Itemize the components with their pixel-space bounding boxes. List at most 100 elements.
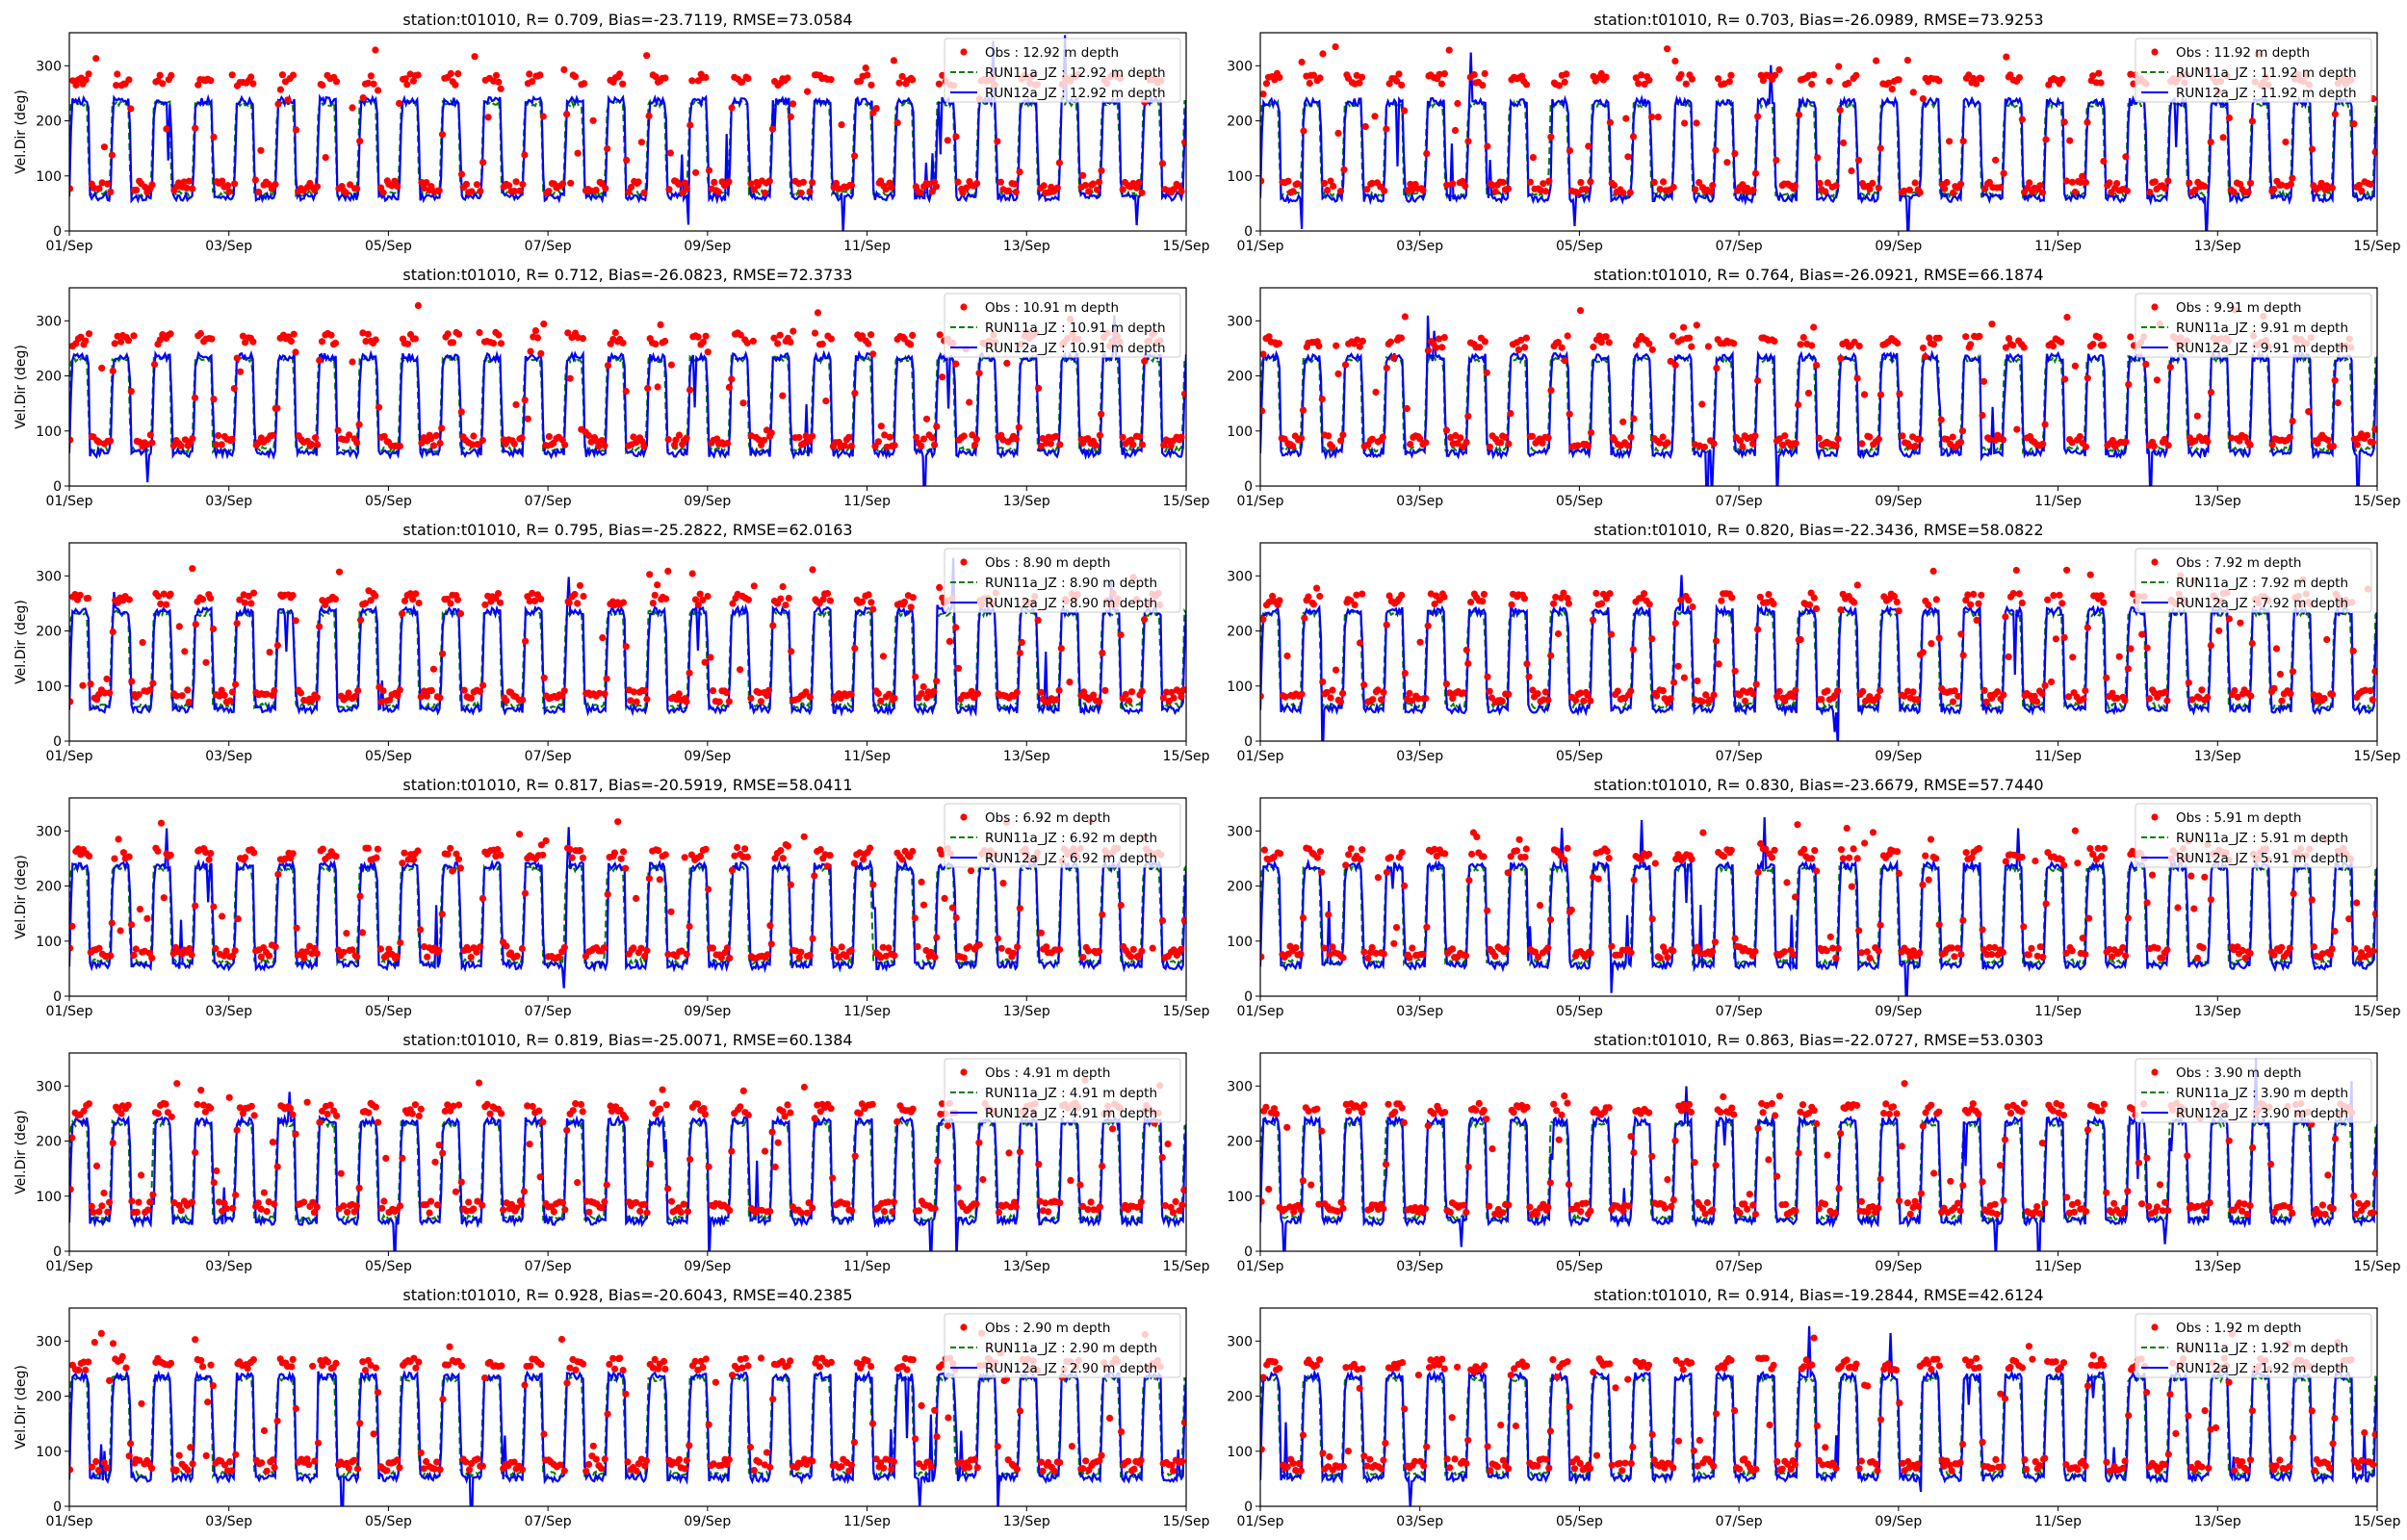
obs-point — [394, 183, 401, 191]
obs-point — [662, 1101, 670, 1109]
obs-point — [1454, 99, 1462, 108]
obs-point — [1619, 418, 1627, 425]
obs-point — [1982, 698, 1990, 706]
obs-point — [1175, 182, 1182, 190]
obs-point — [2159, 954, 2166, 962]
obs-point — [355, 421, 363, 428]
legend-label: RUN12a_JZ : 5.91 m depth — [2176, 851, 2348, 866]
obs-point — [1577, 1208, 1585, 1216]
obs-point — [1709, 1206, 1717, 1214]
obs-point — [189, 435, 196, 443]
obs-point — [2236, 437, 2243, 445]
obs-point — [2068, 439, 2076, 447]
obs-point — [432, 431, 440, 440]
obs-point — [938, 850, 945, 859]
obs-point — [1975, 1110, 1982, 1117]
obs-point — [1045, 433, 1052, 441]
obs-point — [1905, 186, 1913, 193]
obs-point — [1880, 1110, 1888, 1117]
obs-point — [1297, 950, 1305, 958]
obs-point — [1930, 1169, 1938, 1177]
obs-point — [566, 845, 574, 854]
obs-point — [1749, 1201, 1757, 1209]
obs-point — [797, 189, 805, 197]
x-tick-label: 03/Sep — [205, 1259, 252, 1274]
obs-point — [1566, 146, 1574, 155]
obs-point — [349, 104, 356, 112]
obs-point — [194, 81, 202, 89]
obs-point — [1874, 693, 1881, 701]
obs-point — [2225, 1137, 2233, 1144]
obs-point — [519, 696, 527, 704]
obs-point — [100, 143, 108, 151]
obs-point — [1996, 1162, 2005, 1169]
obs-point — [761, 189, 769, 196]
obs-point — [847, 1461, 856, 1469]
obs-point — [2100, 157, 2108, 166]
obs-point — [364, 330, 372, 338]
obs-point — [858, 598, 867, 605]
obs-point — [401, 75, 409, 83]
obs-point — [888, 1466, 895, 1474]
obs-point — [319, 1362, 326, 1370]
obs-point — [2371, 910, 2377, 917]
obs-point — [477, 943, 484, 951]
obs-point — [319, 81, 326, 90]
obs-point — [997, 944, 1005, 952]
obs-point — [1700, 443, 1708, 450]
obs-point — [498, 1362, 505, 1370]
x-tick-label: 07/Sep — [525, 749, 572, 764]
obs-point — [619, 339, 627, 346]
series-run11a-line — [69, 1373, 1186, 1480]
obs-point — [2061, 375, 2069, 383]
legend-obs-marker — [960, 813, 968, 821]
obs-point — [686, 669, 693, 677]
obs-point — [2326, 951, 2335, 959]
obs-point — [2145, 1202, 2153, 1210]
obs-point — [604, 144, 611, 153]
obs-point — [1813, 867, 1821, 875]
obs-point — [848, 1207, 856, 1215]
obs-point — [2201, 1207, 2209, 1215]
obs-point — [1834, 687, 1842, 695]
obs-point — [681, 1465, 689, 1473]
obs-point — [340, 1202, 348, 1210]
obs-point — [933, 934, 941, 941]
obs-point — [768, 1128, 776, 1136]
obs-point — [130, 332, 138, 340]
obs-point — [2321, 1210, 2329, 1219]
obs-point — [795, 954, 803, 962]
obs-point — [2006, 1110, 2015, 1117]
obs-point — [2153, 376, 2161, 384]
obs-point — [500, 1206, 507, 1214]
obs-point — [1333, 342, 1340, 349]
obs-point — [2082, 950, 2089, 959]
obs-point — [1855, 927, 1863, 935]
obs-point — [2313, 697, 2320, 706]
obs-point — [1297, 1206, 1305, 1214]
obs-point — [893, 1117, 901, 1125]
obs-point — [2331, 927, 2339, 936]
obs-point — [909, 1105, 917, 1113]
obs-point — [1804, 389, 1813, 397]
obs-point — [1782, 1200, 1790, 1208]
obs-point — [584, 431, 593, 440]
obs-point — [630, 433, 637, 441]
obs-point — [1812, 604, 1821, 613]
obs-point — [421, 943, 428, 951]
obs-point — [1451, 126, 1460, 135]
obs-point — [331, 339, 340, 346]
obs-point — [787, 1109, 794, 1116]
obs-point — [595, 443, 603, 450]
obs-point — [111, 340, 118, 347]
obs-point — [1837, 354, 1845, 362]
obs-point — [335, 568, 344, 576]
obs-point — [192, 1336, 199, 1344]
obs-point — [619, 80, 627, 88]
obs-point — [2174, 904, 2182, 911]
obs-point — [692, 168, 700, 176]
obs-point — [1499, 1209, 1507, 1217]
obs-point — [310, 1209, 318, 1217]
obs-point — [1401, 882, 1409, 889]
obs-point — [895, 79, 903, 87]
